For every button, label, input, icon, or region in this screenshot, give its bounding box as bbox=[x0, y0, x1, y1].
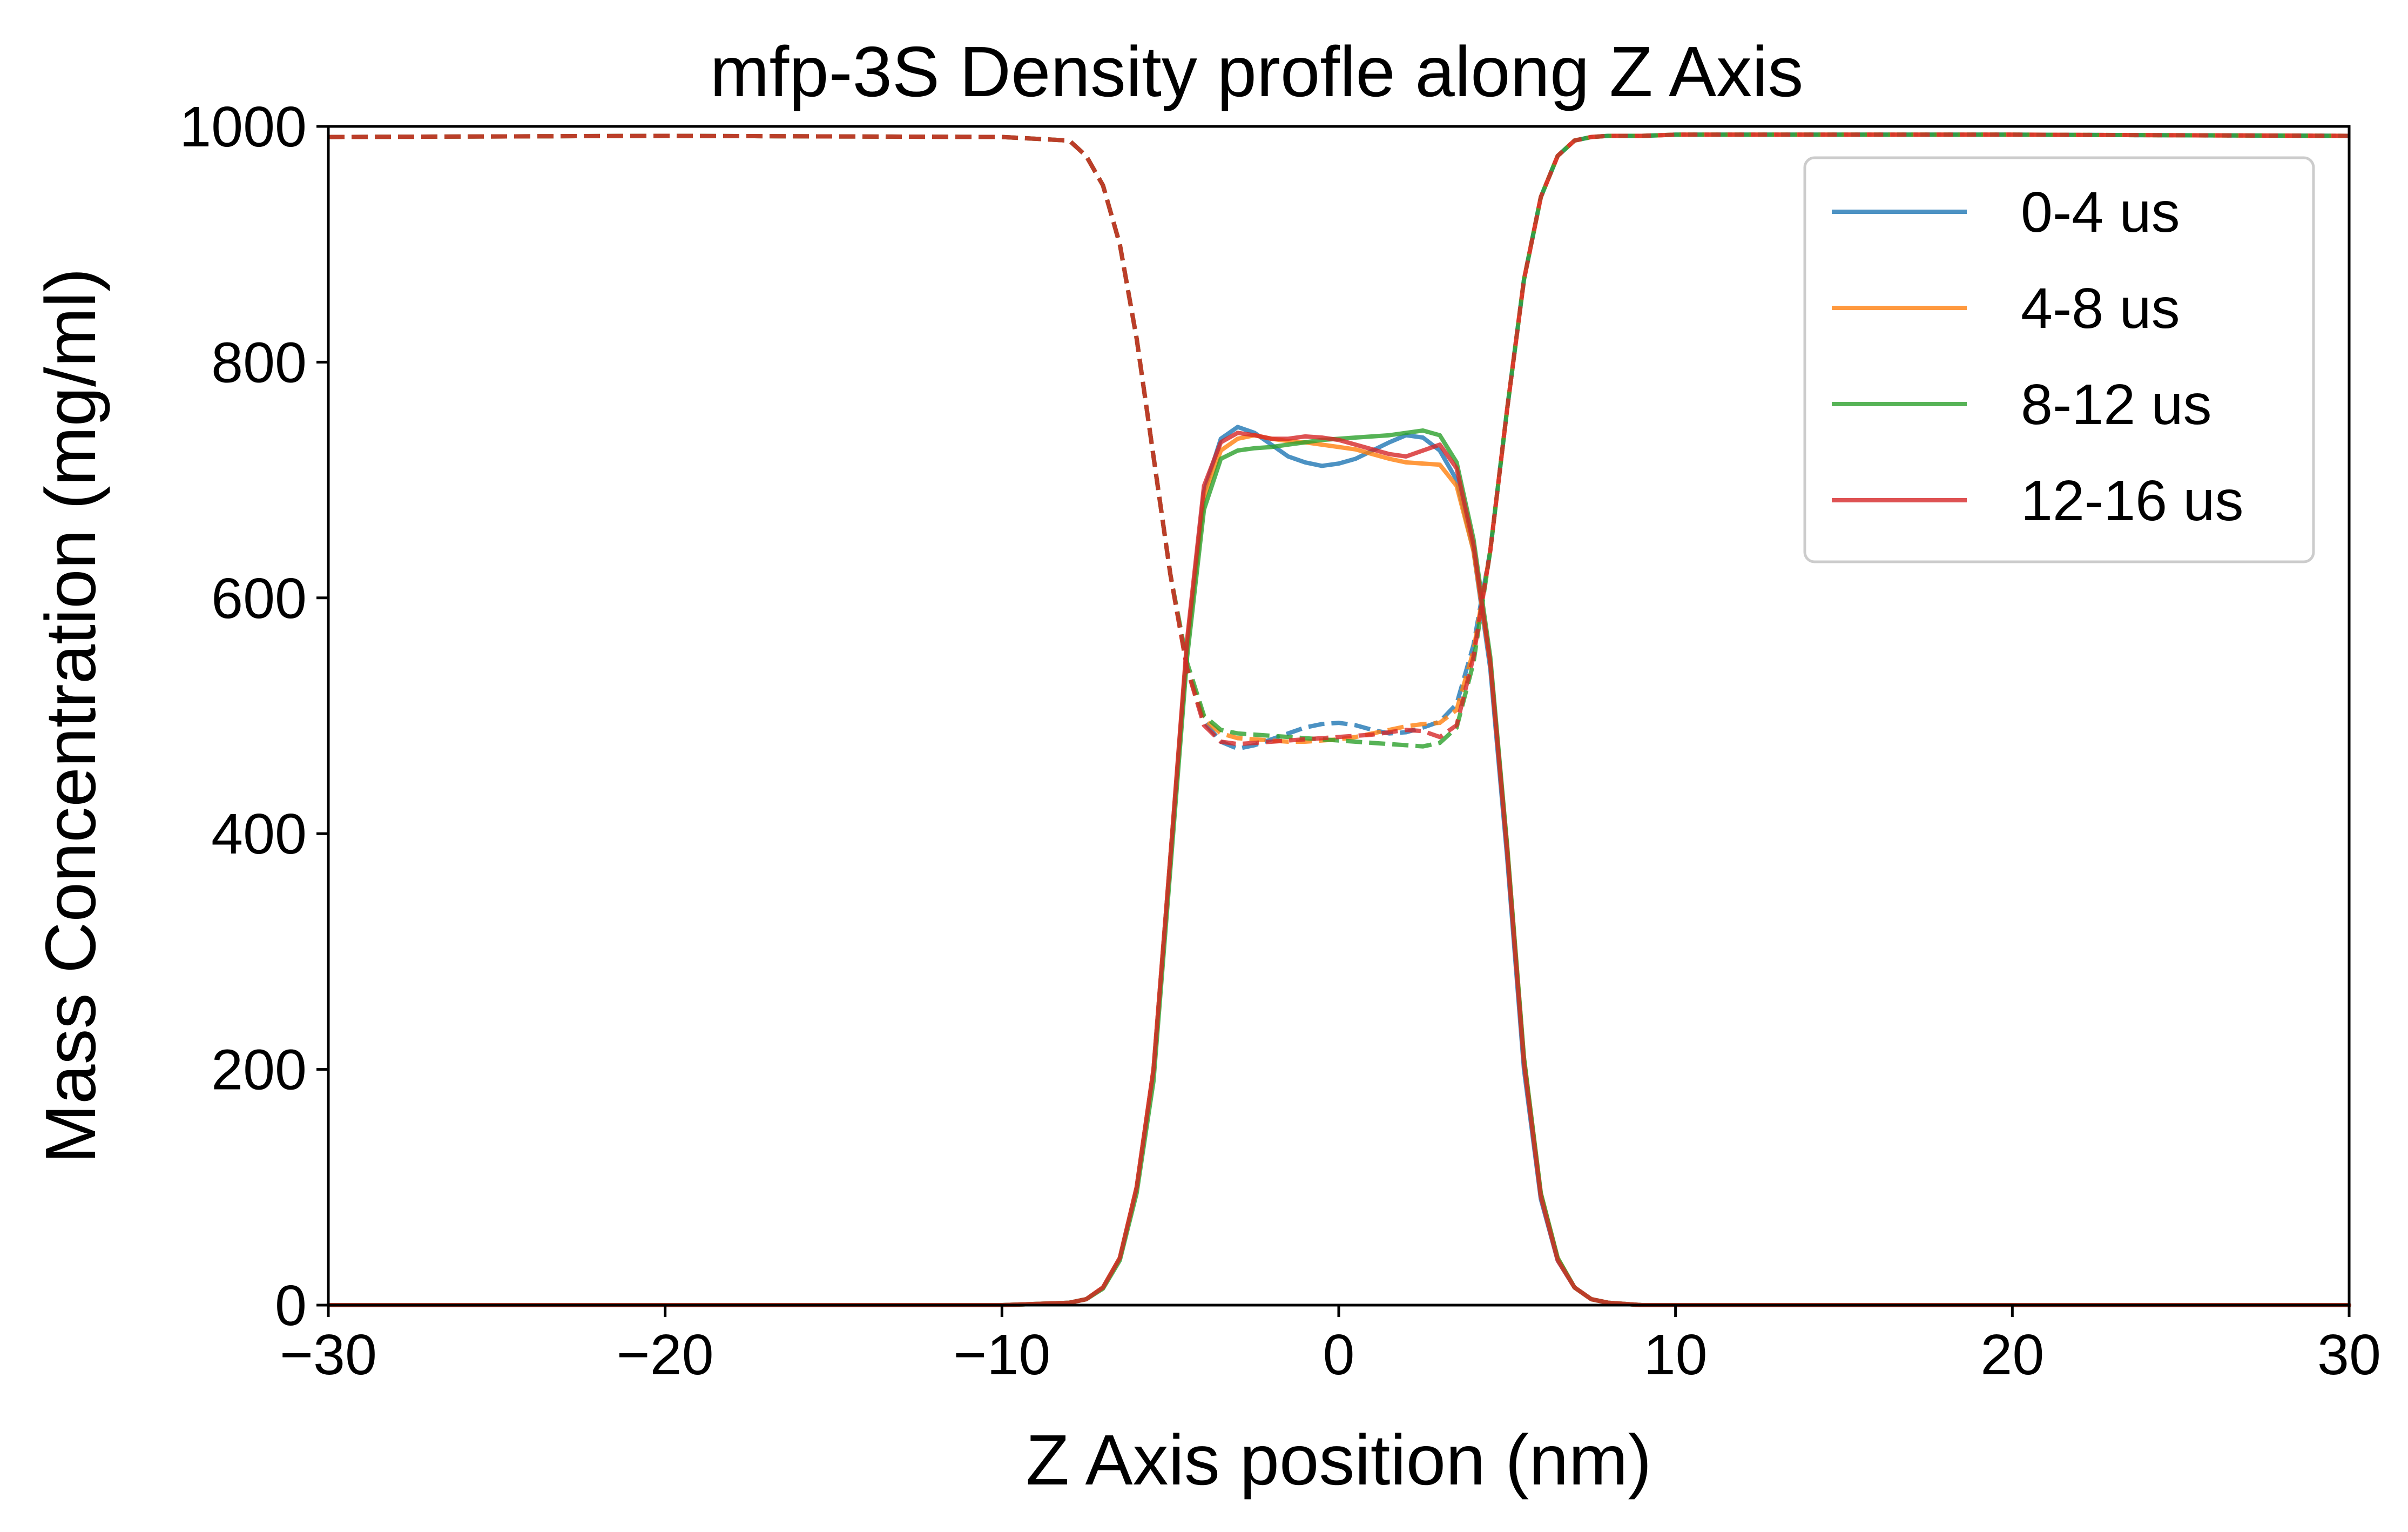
legend-label: 0-4 us bbox=[2021, 180, 2180, 244]
y-tick-label: 200 bbox=[211, 1038, 307, 1102]
x-axis-label: Z Axis position (nm) bbox=[1026, 1420, 1652, 1500]
series-3-water-line bbox=[328, 132, 2350, 747]
x-tick-label: −20 bbox=[617, 1323, 714, 1387]
series-3-protein-line bbox=[326, 431, 2351, 1307]
legend-label: 4-8 us bbox=[2021, 277, 2180, 340]
y-tick-label: 600 bbox=[211, 567, 307, 630]
chart-title: mfp-3S Density profle along Z Axis bbox=[710, 32, 1804, 111]
legend-label: 12-16 us bbox=[2021, 469, 2244, 533]
y-tick-label: 1000 bbox=[179, 95, 307, 159]
x-tick-label: 30 bbox=[2317, 1323, 2381, 1387]
x-tick-label: 20 bbox=[1980, 1323, 2044, 1387]
y-axis-ticks: 0 200 400 600 800 1000 bbox=[179, 95, 328, 1338]
x-axis-ticks: −30 −20 −10 0 10 20 30 bbox=[280, 1305, 2381, 1387]
y-tick-label: 0 bbox=[275, 1274, 307, 1338]
y-tick-label: 400 bbox=[211, 802, 307, 866]
x-tick-label: −10 bbox=[953, 1323, 1050, 1387]
x-tick-label: 10 bbox=[1644, 1323, 1708, 1387]
y-axis-label: Mass Concentration (mg/ml) bbox=[31, 268, 110, 1164]
legend-label: 8-12 us bbox=[2021, 373, 2212, 436]
y-tick-label: 800 bbox=[211, 331, 307, 394]
x-tick-label: −30 bbox=[280, 1323, 377, 1387]
legend: 0-4 us 4-8 us 8-12 us 12-16 us bbox=[1803, 156, 2315, 563]
series-layer bbox=[326, 132, 2351, 1307]
legend-box bbox=[1803, 156, 2315, 563]
x-tick-label: 0 bbox=[1323, 1323, 1355, 1387]
